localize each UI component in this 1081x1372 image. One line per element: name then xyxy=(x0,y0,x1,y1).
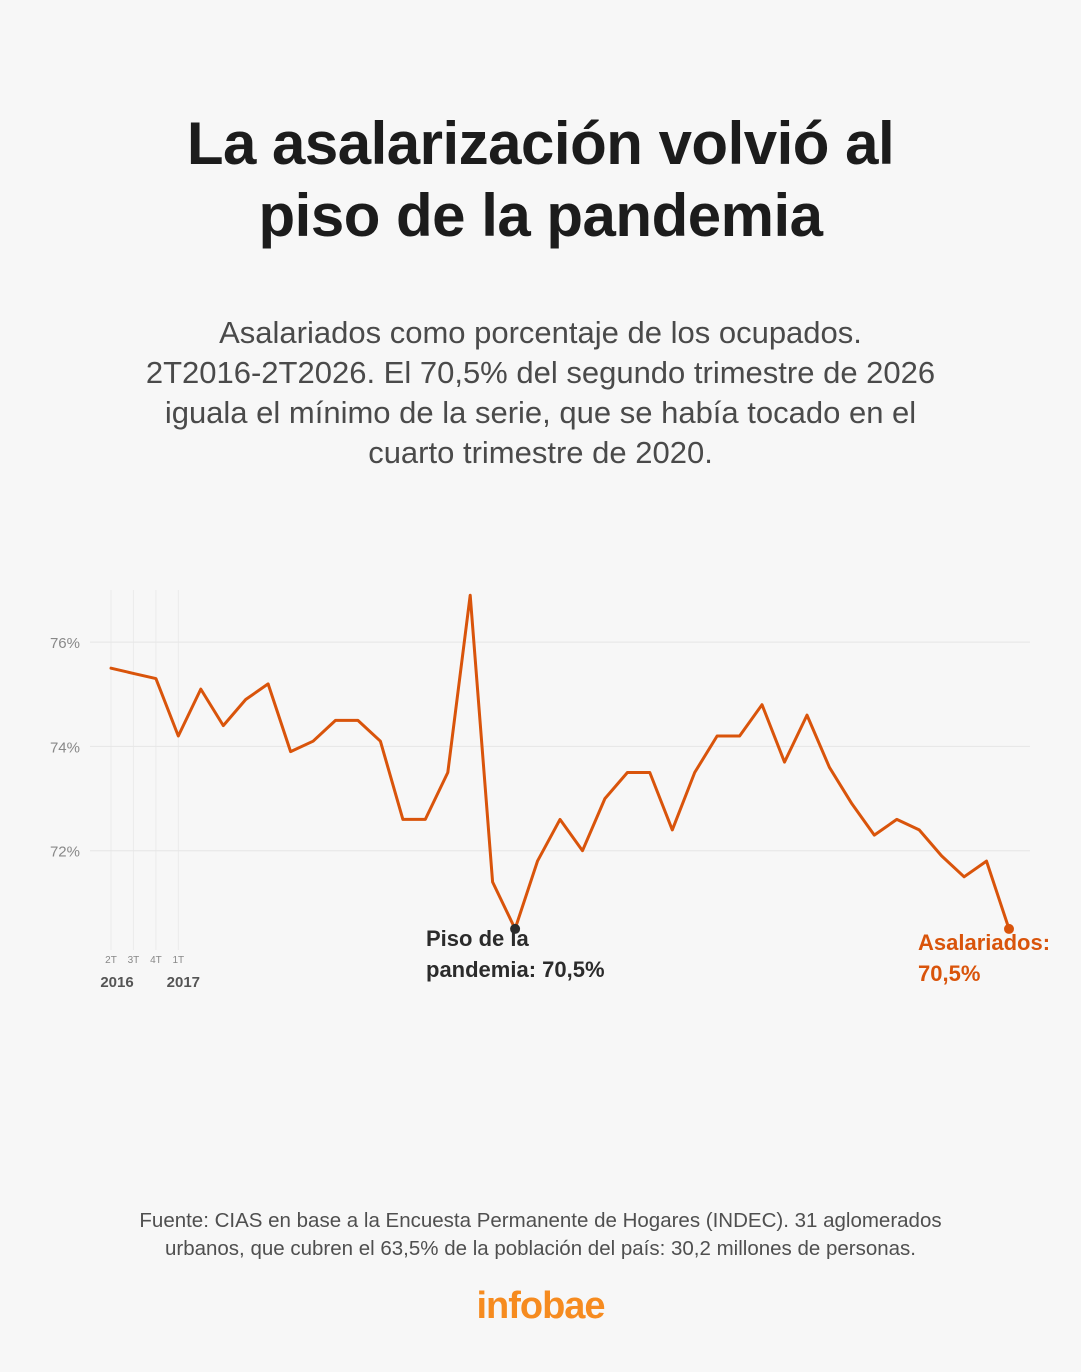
x-year-label: 2017 xyxy=(167,974,200,991)
infobae-logo: infobae xyxy=(476,1285,605,1327)
chart-subtitle: Asalariados como porcentaje de los ocupa… xyxy=(70,313,1011,473)
x-tick-label: 2T xyxy=(105,955,117,966)
subtitle-line-2: 2T2016-2T2026. El 70,5% del segundo trim… xyxy=(145,355,936,390)
line-chart: 72% 74% 76% 2T 3T 4T 1T 2016 2017 Piso de la pande… xyxy=(50,590,1050,991)
y-tick-label: 72% xyxy=(50,844,80,861)
pandemic-low-point xyxy=(510,923,521,934)
x-tick-label: 1T xyxy=(173,955,185,966)
subtitle-line-3: iguala el mínimo de la serie, que se hab… xyxy=(164,395,917,430)
title-line-2: piso de la pandemia xyxy=(258,182,824,249)
subtitle-line-1: Asalariados como porcentaje de los ocupa… xyxy=(219,315,862,350)
source-line-2: urbanos, que cubren el 63,5% de la pobla… xyxy=(164,1237,917,1260)
chart-title: La asalarización volvió al piso de la pa… xyxy=(60,108,1021,252)
latest-point xyxy=(1004,923,1014,934)
source-line-1: Fuente: CIAS en base a la Encuesta Perma… xyxy=(139,1209,942,1232)
pandemic-low-label-line1: Piso de la xyxy=(426,926,529,951)
y-tick-label: 76% xyxy=(50,635,80,652)
latest-label-line2: 70,5% xyxy=(918,961,980,986)
x-tick-label: 3T xyxy=(128,955,140,966)
pandemic-low-label-line2: pandemia: 70,5% xyxy=(426,957,605,982)
subtitle-line-4: cuarto trimestre de 2020. xyxy=(368,435,713,470)
title-line-1: La asalarización volvió al xyxy=(186,110,895,177)
latest-label-line1: Asalariados: xyxy=(918,930,1050,955)
x-tick-label: 4T xyxy=(150,955,162,966)
x-year-label: 2016 xyxy=(100,974,133,991)
y-tick-label: 74% xyxy=(50,739,80,756)
source-note: Fuente: CIAS en base a la Encuesta Perma… xyxy=(60,1207,1021,1263)
series-line xyxy=(109,593,1011,931)
